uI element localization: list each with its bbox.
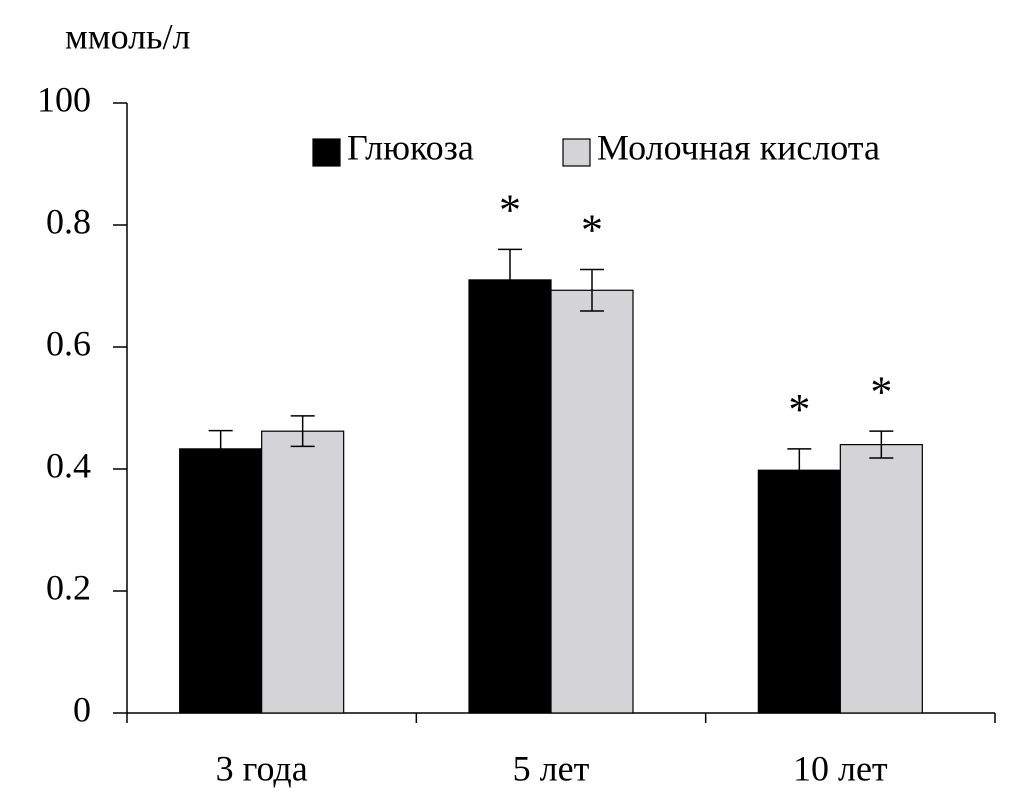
bar	[550, 289, 634, 714]
legend-label: Молочная кислота	[597, 127, 880, 167]
bar	[179, 448, 263, 714]
y-tick-label: 0.2	[46, 567, 91, 607]
bar	[839, 444, 923, 714]
significance-mark: *	[870, 367, 892, 416]
y-tick-label: 0.8	[46, 201, 91, 241]
y-tick-label: 0	[73, 689, 91, 729]
legend-swatch	[312, 138, 341, 167]
bar	[468, 279, 552, 714]
bar	[757, 469, 841, 714]
y-tick-label: 0.6	[46, 323, 91, 363]
bar	[261, 430, 345, 714]
legend-label: Глюкоза	[347, 127, 474, 167]
y-tick-label: 0.4	[46, 445, 91, 485]
y-axis-label: ммоль/л	[65, 16, 190, 56]
legend-swatch	[562, 138, 591, 167]
significance-mark: *	[499, 185, 521, 234]
y-tick-label: 100	[37, 79, 91, 119]
x-tick-label: 5 лет	[513, 748, 590, 788]
significance-mark: *	[581, 206, 603, 255]
x-tick-label: 10 лет	[793, 748, 888, 788]
significance-mark: *	[788, 385, 810, 434]
x-tick-label: 3 года	[216, 748, 308, 788]
